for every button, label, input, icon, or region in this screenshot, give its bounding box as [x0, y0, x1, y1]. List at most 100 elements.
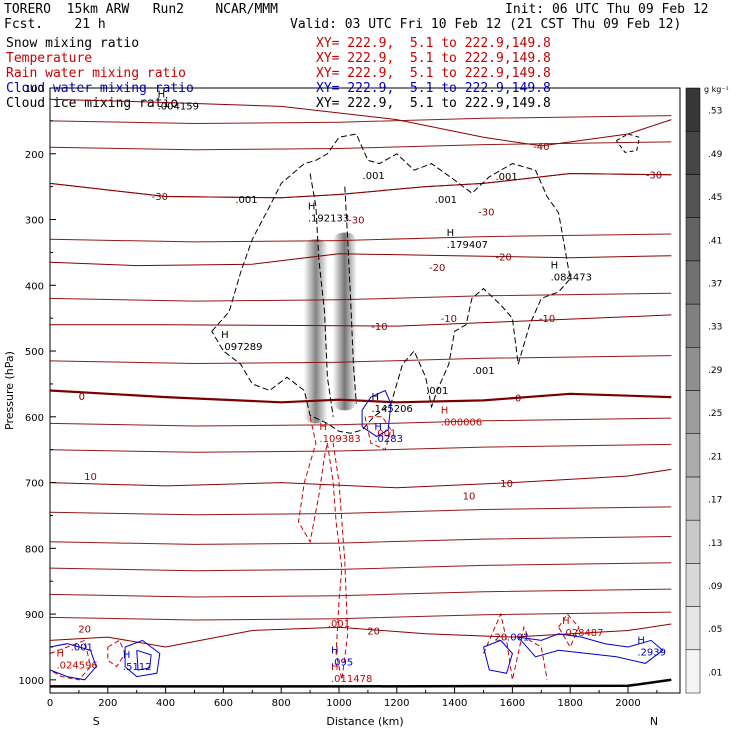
snow-max-marker: H	[551, 261, 559, 272]
temperature-label: -10	[441, 314, 457, 325]
x-tick-label: 200	[98, 698, 117, 709]
temperature-contour	[49, 253, 672, 267]
colorbar-swatch	[685, 649, 701, 694]
colorbar-label: .09	[708, 582, 723, 592]
temperature-contour	[49, 115, 672, 125]
rain-max-label: .028487	[562, 628, 603, 639]
rain-max-label: .000006	[441, 417, 482, 428]
rain-max-label: .011478	[331, 674, 372, 685]
y-tick-label: 500	[25, 347, 44, 358]
field-xy-cloud-ice: XY= 222.9, 5.1 to 222.9,149.8	[316, 96, 551, 111]
snow-label: .001	[472, 366, 494, 377]
y-tick-label: 600	[25, 413, 44, 424]
cloud-water-contour	[483, 639, 513, 674]
colorbar-label: .33	[708, 323, 722, 333]
snow-max-label: .084473	[551, 273, 592, 284]
snow-max-marker: H	[158, 90, 166, 101]
cloud-ice-shade	[303, 239, 328, 424]
cloud-water-max-marker: H	[374, 422, 382, 433]
colorbar-label: .29	[708, 366, 723, 376]
rain-max-label: .024596	[56, 661, 97, 672]
colorbar-swatch	[685, 174, 701, 218]
colorbar-swatch	[685, 606, 701, 651]
temperature-label: 20	[78, 625, 91, 636]
cloud-water-max-label: .5112	[123, 662, 152, 673]
field-xy-rain: XY= 222.9, 5.1 to 222.9,149.8	[316, 66, 551, 81]
snow-max-label: .179407	[447, 240, 488, 251]
cloud-water-max-marker: H	[331, 645, 339, 656]
colorbar-unit: g kg⁻¹	[704, 85, 729, 94]
colorbar-label: .49	[708, 150, 723, 160]
x-tick-label: 1000	[326, 698, 351, 709]
snow-max-marker: H	[221, 330, 229, 341]
snow-max-marker: H	[308, 202, 316, 213]
temperature-label: -10	[371, 322, 387, 333]
y-tick-label: 700	[25, 479, 44, 490]
x-tick-label: 1600	[500, 698, 525, 709]
y-tick-label: 100	[25, 84, 44, 95]
cloud-water-contour	[361, 389, 392, 438]
snow-label: .001	[426, 386, 448, 397]
temperature-label: -20	[496, 253, 512, 264]
snow-contour	[344, 186, 357, 404]
cloud-water-contour	[136, 649, 152, 671]
x-tick-label: 1800	[557, 698, 582, 709]
plot-frame	[49, 87, 681, 694]
colorbar-label: .21	[708, 452, 722, 462]
colorbar-label: .53	[708, 107, 722, 117]
temperature-contour	[49, 98, 672, 147]
cloud-water-max-marker: H	[123, 650, 131, 661]
x-tick-label: 1400	[442, 698, 467, 709]
cloud-ice-shade	[332, 232, 357, 411]
temperature-contour	[49, 506, 672, 516]
colorbar-swatch	[685, 217, 701, 262]
temperature-label: 20	[367, 627, 380, 638]
valid-time: Valid: 03 UTC Fri 10 Feb 12 (21 CST Thu …	[290, 17, 682, 32]
temperature-contour	[49, 172, 672, 199]
x-tick-label: 600	[214, 698, 233, 709]
temperature-label: 10	[84, 472, 97, 483]
forecast-hour: Fcst. 21 h	[4, 17, 106, 32]
snow-label: .001	[495, 172, 517, 183]
cloud-water-label: .001	[71, 642, 93, 653]
cloud-water-contour	[124, 639, 161, 678]
rain-contour	[49, 639, 92, 681]
temperature-label: -30	[646, 171, 662, 182]
colorbar-label: .25	[708, 409, 722, 419]
rain-contour	[297, 416, 328, 544]
y-tick-label: 300	[25, 216, 44, 227]
temperature-label: 0	[515, 394, 521, 405]
rain-max-label: .109383	[319, 434, 360, 445]
rain-contour	[326, 443, 349, 680]
y-tick-label: 200	[25, 150, 44, 161]
temperature-contour	[50, 314, 672, 327]
y-tick-label: 1000	[19, 676, 44, 687]
snow-max-label: .097289	[221, 342, 262, 353]
y-tick-label: 800	[25, 544, 44, 555]
colorbar-swatch	[685, 433, 701, 478]
temperature-contour	[49, 588, 672, 598]
temperature-contour	[49, 562, 672, 572]
model-title: TORERO 15km ARW Run2 NCAR/MMM	[4, 2, 278, 17]
cloud-water-label: .001	[507, 632, 529, 643]
x-tick-label: 0	[47, 698, 53, 709]
temperature-label: -30	[478, 208, 494, 219]
rain-max-marker: H	[319, 422, 327, 433]
cloud-water-max-marker: H	[637, 636, 645, 647]
temperature-label: 0	[79, 392, 85, 403]
snow-label: .001	[235, 195, 257, 206]
rain-max-marker: H	[441, 405, 449, 416]
rain-max-marker: H	[562, 616, 570, 627]
field-xy-snow: XY= 222.9, 5.1 to 222.9,149.8	[316, 36, 551, 51]
colorbar-label: .17	[708, 496, 722, 506]
colorbar-swatch	[685, 563, 701, 607]
x-tick-label: 400	[156, 698, 175, 709]
x-tick-label: 1200	[384, 698, 409, 709]
rain-label: .001	[328, 619, 350, 630]
temperature-contour	[49, 389, 672, 404]
colorbar-swatch	[685, 260, 701, 305]
snow-contour	[211, 133, 571, 434]
snow-contour	[615, 133, 641, 153]
init-time: Init: 06 UTC Thu 09 Feb 12	[505, 2, 709, 17]
